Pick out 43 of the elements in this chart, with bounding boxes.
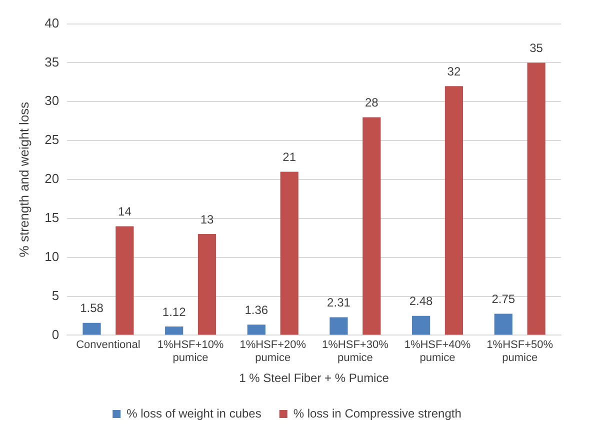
data-label: 1.36 xyxy=(244,302,268,317)
x-tick-label: 1%HSF+20% pumice xyxy=(240,338,306,364)
y-tick-label: 10 xyxy=(44,248,60,264)
y-tick-label: 0 xyxy=(52,326,60,342)
y-tick-label: 15 xyxy=(44,210,60,226)
x-tick-label: Conventional xyxy=(76,338,140,351)
bar xyxy=(444,86,464,335)
y-tick-label: 35 xyxy=(44,54,60,70)
y-tick-label: 5 xyxy=(52,288,60,303)
bar xyxy=(330,317,348,335)
bar xyxy=(116,226,134,335)
x-tick-label: 1%HSF+40% pumice xyxy=(404,338,471,364)
data-label: 21 xyxy=(282,150,296,164)
bar xyxy=(527,62,546,335)
data-label: 2.48 xyxy=(409,294,434,308)
data-label: 1.12 xyxy=(162,304,186,319)
x-tick-label: 1%HSF+10% pumice xyxy=(157,338,224,364)
data-label: 32 xyxy=(447,64,461,78)
bar xyxy=(280,172,298,335)
y-tick-label: 25 xyxy=(44,132,60,148)
data-label: 28 xyxy=(364,96,379,110)
bar xyxy=(82,322,101,335)
data-label: 14 xyxy=(118,204,132,219)
bar xyxy=(247,324,266,335)
y-axis-title: % strength and weight loss xyxy=(16,101,32,258)
data-label: 1.58 xyxy=(80,301,104,316)
data-label: 13 xyxy=(200,212,214,226)
y-tick-label: 20 xyxy=(44,171,60,186)
legend-label: % loss of weight in cubes xyxy=(126,406,262,420)
bar xyxy=(494,314,512,335)
x-tick-label: 1%HSF+50% pumice xyxy=(486,338,554,364)
x-tick-label: 1%HSF+30% pumice xyxy=(322,338,389,364)
y-tick-label: 40 xyxy=(44,15,60,30)
x-axis-title: 1 % Steel Fiber + % Pumice xyxy=(239,371,390,386)
bar xyxy=(362,117,381,335)
data-label: 2.31 xyxy=(327,296,351,310)
legend-label: % loss in Compressive strength xyxy=(293,406,462,420)
y-tick-label: 30 xyxy=(44,93,60,108)
data-label: 2.75 xyxy=(492,292,516,306)
bar xyxy=(198,234,216,335)
data-label: 35 xyxy=(530,41,544,56)
bar xyxy=(165,326,184,335)
bar xyxy=(412,316,430,335)
